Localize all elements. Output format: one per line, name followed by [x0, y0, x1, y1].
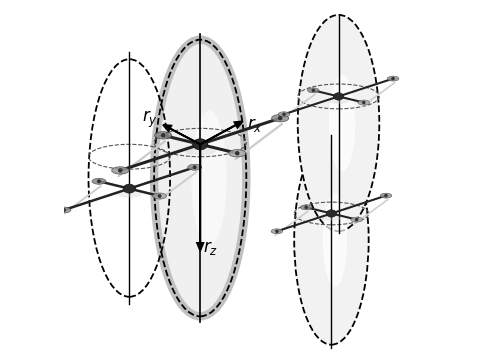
Ellipse shape — [193, 139, 208, 150]
Text: $r_x$: $r_x$ — [247, 116, 263, 134]
Circle shape — [98, 180, 100, 183]
Ellipse shape — [321, 216, 342, 221]
Ellipse shape — [298, 15, 379, 231]
Ellipse shape — [326, 210, 336, 217]
Circle shape — [193, 166, 196, 168]
Ellipse shape — [308, 88, 319, 93]
Ellipse shape — [323, 193, 347, 287]
Ellipse shape — [185, 147, 216, 155]
Ellipse shape — [123, 184, 135, 193]
Ellipse shape — [153, 193, 167, 199]
Circle shape — [119, 169, 122, 172]
Text: $r_y$: $r_y$ — [142, 109, 158, 130]
Circle shape — [236, 152, 239, 155]
Ellipse shape — [187, 164, 202, 170]
Ellipse shape — [278, 112, 290, 117]
Ellipse shape — [334, 93, 344, 100]
Ellipse shape — [155, 132, 172, 139]
Ellipse shape — [300, 205, 312, 210]
Circle shape — [159, 195, 161, 197]
Text: $r_z$: $r_z$ — [203, 239, 218, 257]
Ellipse shape — [117, 191, 142, 198]
FancyArrow shape — [163, 125, 201, 145]
Circle shape — [385, 195, 387, 197]
Circle shape — [63, 209, 65, 211]
Circle shape — [363, 101, 365, 104]
Ellipse shape — [351, 217, 362, 222]
Ellipse shape — [380, 193, 392, 198]
Ellipse shape — [92, 178, 106, 184]
Ellipse shape — [154, 40, 246, 316]
Circle shape — [305, 206, 307, 208]
Circle shape — [312, 89, 314, 91]
Ellipse shape — [271, 229, 283, 234]
Ellipse shape — [387, 76, 399, 81]
Circle shape — [356, 219, 358, 221]
FancyArrow shape — [200, 121, 243, 145]
Circle shape — [392, 78, 394, 80]
Ellipse shape — [329, 74, 355, 172]
Circle shape — [283, 113, 285, 115]
Ellipse shape — [328, 99, 349, 104]
Circle shape — [161, 134, 165, 137]
Ellipse shape — [358, 100, 370, 105]
Circle shape — [276, 230, 278, 232]
Ellipse shape — [191, 111, 227, 245]
Circle shape — [279, 117, 282, 120]
Ellipse shape — [112, 167, 129, 174]
Ellipse shape — [57, 207, 71, 213]
Ellipse shape — [294, 135, 369, 345]
FancyArrow shape — [197, 144, 203, 251]
Ellipse shape — [228, 150, 246, 157]
Ellipse shape — [271, 115, 289, 122]
